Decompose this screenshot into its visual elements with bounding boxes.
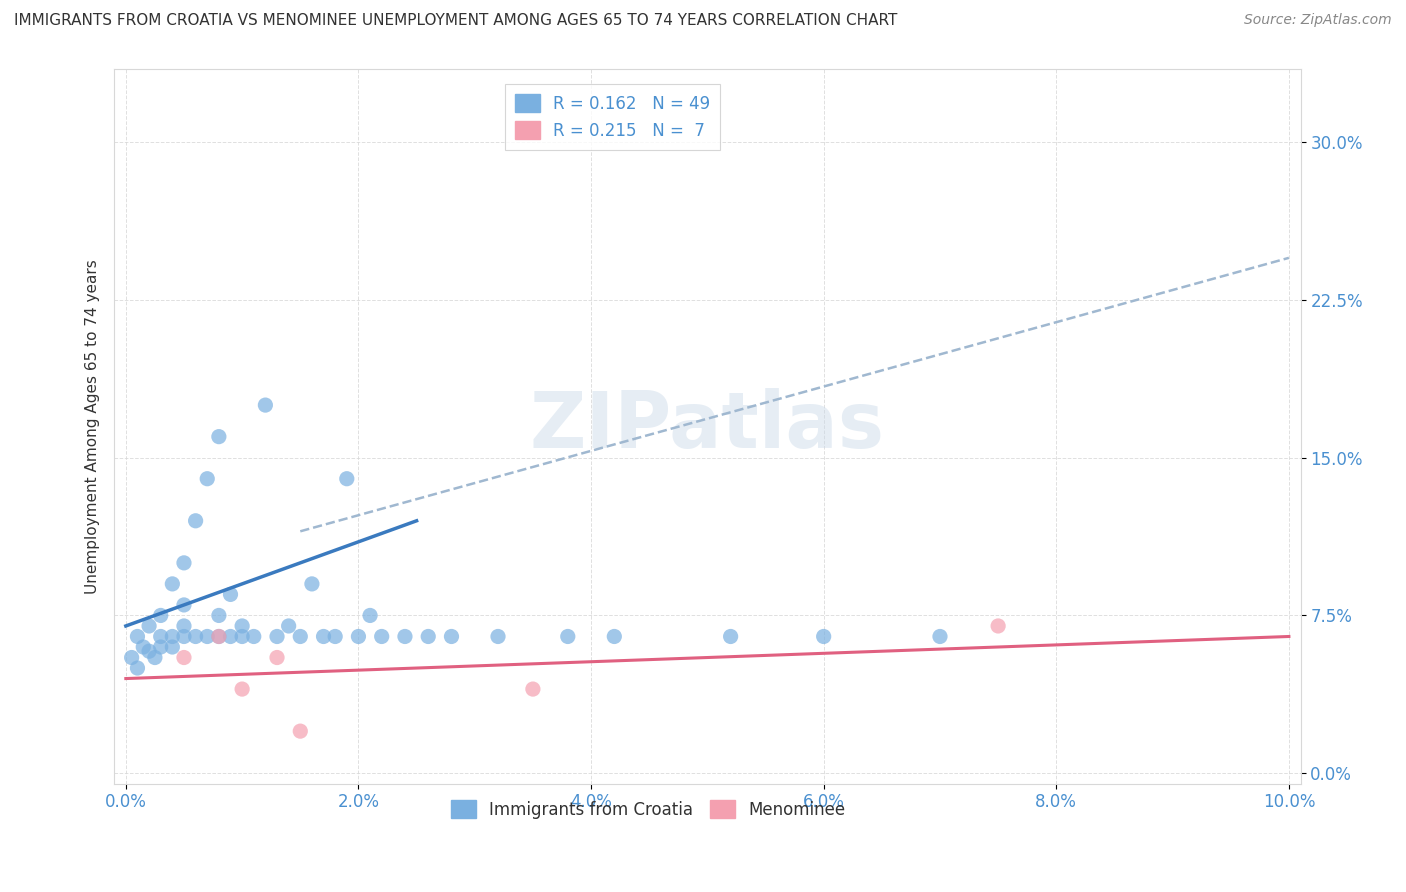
Point bbox=[557, 630, 579, 644]
Point bbox=[347, 630, 370, 644]
Point bbox=[290, 630, 312, 644]
Point bbox=[149, 608, 172, 623]
Point bbox=[254, 398, 277, 412]
Point bbox=[813, 630, 835, 644]
Point bbox=[149, 640, 172, 654]
Point bbox=[929, 630, 952, 644]
Point bbox=[184, 630, 207, 644]
Point bbox=[231, 682, 253, 697]
Point bbox=[173, 556, 195, 570]
Point bbox=[149, 630, 172, 644]
Point bbox=[301, 577, 323, 591]
Point bbox=[312, 630, 335, 644]
Text: Source: ZipAtlas.com: Source: ZipAtlas.com bbox=[1244, 13, 1392, 28]
Point bbox=[277, 619, 299, 633]
Point bbox=[394, 630, 416, 644]
Point bbox=[290, 724, 312, 739]
Point bbox=[231, 630, 253, 644]
Point bbox=[219, 630, 242, 644]
Point bbox=[418, 630, 440, 644]
Point bbox=[162, 630, 184, 644]
Text: ZIPatlas: ZIPatlas bbox=[530, 388, 884, 464]
Point bbox=[132, 640, 155, 654]
Point bbox=[173, 650, 195, 665]
Y-axis label: Unemployment Among Ages 65 to 74 years: Unemployment Among Ages 65 to 74 years bbox=[86, 259, 100, 593]
Point bbox=[162, 640, 184, 654]
Point bbox=[208, 430, 231, 444]
Point bbox=[208, 630, 231, 644]
Text: IMMIGRANTS FROM CROATIA VS MENOMINEE UNEMPLOYMENT AMONG AGES 65 TO 74 YEARS CORR: IMMIGRANTS FROM CROATIA VS MENOMINEE UNE… bbox=[14, 13, 897, 29]
Point bbox=[184, 514, 207, 528]
Point bbox=[336, 472, 359, 486]
Point bbox=[219, 587, 242, 601]
Point bbox=[143, 650, 166, 665]
Point bbox=[231, 619, 253, 633]
Legend: Immigrants from Croatia, Menominee: Immigrants from Croatia, Menominee bbox=[444, 794, 852, 825]
Point bbox=[138, 619, 160, 633]
Point bbox=[987, 619, 1010, 633]
Point bbox=[162, 577, 184, 591]
Point bbox=[359, 608, 381, 623]
Point bbox=[195, 472, 218, 486]
Point bbox=[370, 630, 392, 644]
Point bbox=[440, 630, 463, 644]
Point bbox=[242, 630, 264, 644]
Point bbox=[266, 650, 288, 665]
Point bbox=[486, 630, 509, 644]
Point bbox=[127, 661, 149, 675]
Point bbox=[208, 608, 231, 623]
Point bbox=[173, 598, 195, 612]
Point bbox=[323, 630, 346, 644]
Point bbox=[138, 644, 160, 658]
Point bbox=[173, 619, 195, 633]
Point bbox=[121, 650, 143, 665]
Point bbox=[127, 630, 149, 644]
Point bbox=[266, 630, 288, 644]
Point bbox=[522, 682, 544, 697]
Point bbox=[195, 630, 218, 644]
Point bbox=[173, 630, 195, 644]
Point bbox=[720, 630, 742, 644]
Point bbox=[603, 630, 626, 644]
Point bbox=[208, 630, 231, 644]
